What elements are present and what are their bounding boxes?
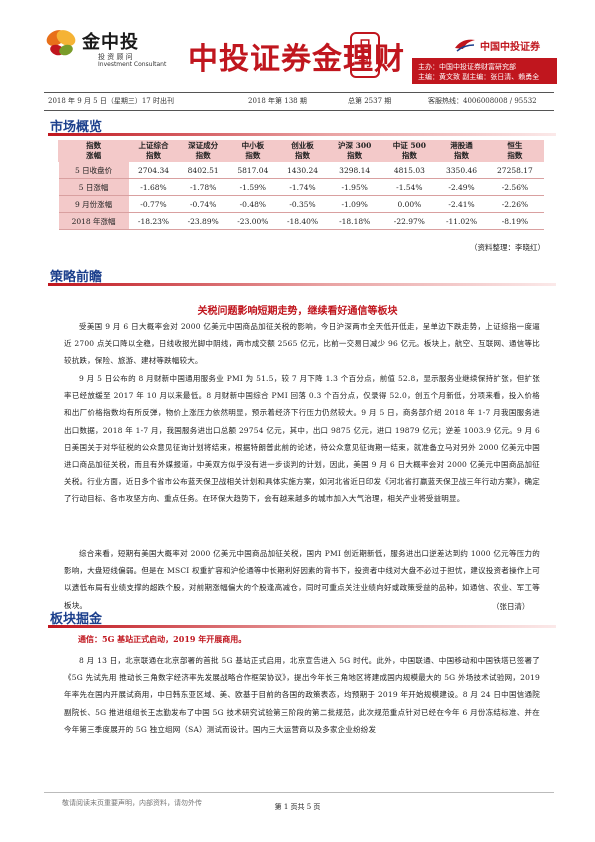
broker-logo: 中国中投证券 (454, 36, 550, 56)
table-cell: -1.74% (277, 178, 328, 196)
table-cell: -8.19% (486, 212, 544, 230)
col-header: 恒生 指数 (485, 140, 545, 162)
table-cell: 4815.03 (382, 161, 437, 179)
row-label: 9 月份涨幅 (58, 195, 129, 213)
table-cell: 3298.14 (327, 161, 383, 179)
broker-name: 中国中投证券 (480, 42, 540, 53)
logo-english: Investment Consultant (98, 61, 167, 68)
table-cell: -2.49% (436, 178, 487, 196)
service-hotline: 客服热线：4006008008 / 95532 (428, 97, 537, 105)
table-cell: -0.77% (128, 195, 179, 213)
table-cell: 5817.04 (228, 161, 278, 179)
author-signature: （张日清） (492, 602, 530, 611)
section-title-strategy: 策略前瞻 (50, 270, 103, 285)
table-cell: -1.68% (128, 178, 179, 196)
strategy-paragraph-2: 9 月 5 日公布的 8 月财新中国通用服务业 PMI 为 51.5，较 7 月… (64, 374, 540, 504)
table-cell: -1.95% (327, 178, 383, 196)
table-row: 5 日涨幅 -1.68% -1.78% -1.59% -1.74% -1.95% -1.54… (58, 178, 544, 196)
table-cell: -2.41% (436, 195, 487, 213)
row-label: 5 日收盘价 (58, 161, 129, 179)
col-header: 中小板 指数 (227, 140, 279, 162)
table-cell: -1.78% (178, 178, 228, 196)
header-rule-bottom (44, 110, 554, 111)
badge-char-2: 刊 (358, 55, 372, 70)
table-header-row: 指数 涨幅 上证综合 指数 深证成分 指数 中小板 指数 创业板 指数 沪深 300 指数 … (57, 140, 545, 162)
col-header: 上证综合 指数 (128, 140, 179, 162)
table-cell: -18.23% (128, 212, 179, 230)
footer-disclaimer: 敬请阅读末页重要声明，内部资料，请勿外传 (62, 799, 202, 807)
table-cell: -1.54% (382, 178, 437, 196)
table-cell: -1.09% (327, 195, 383, 213)
footer-rule (44, 792, 554, 793)
total-issue: 总第 2537 期 (348, 97, 392, 105)
col-header: 港股通 指数 (436, 140, 487, 162)
index-table: 指数 涨幅 上证综合 指数 深证成分 指数 中小板 指数 创业板 指数 沪深 300 指数 … (57, 140, 545, 230)
row-label: 5 日涨幅 (58, 178, 129, 196)
col-header: 创业板 指数 (277, 140, 328, 162)
row-label: 2018 年涨幅 (58, 212, 129, 230)
sector-subtitle: 通信：5G 基站正式启动，2019 年开展商用。 (78, 634, 247, 644)
table-cell: -0.35% (277, 195, 328, 213)
table-cell: -11.02% (436, 212, 487, 230)
table-cell: 3350.46 (436, 161, 487, 179)
table-cell: -23.00% (228, 212, 278, 230)
strategy-paragraph-1: 受美国 9 月 6 日大概率会对 2000 亿美元中国商品加征关税的影响，今日沪… (64, 322, 540, 366)
sector-paragraph: 8 月 13 日，北京联通在北京部署的首批 5G 基站正式启用，北京宣告进入 5… (64, 656, 540, 734)
table-row: 9 月份涨幅 -0.77% -0.74% -0.48% -0.35% -1.09% 0.00… (58, 195, 544, 213)
section-bar-strategy (48, 283, 556, 286)
table-cell: -0.48% (228, 195, 278, 213)
issue-number: 2018 年第 138 期 (248, 97, 307, 105)
publish-date: 2018 年 9 月 5 日（星期三）17 时出刊 (48, 97, 174, 105)
editor-banner: 主办：中国中投证券财富研究部 主编：黄文致 副主编：张日清、赖勇全 (412, 58, 557, 84)
strategy-paragraph-3: 综合来看，短期有美国大概率对 2000 亿美元中国商品加征关税，国内 PMI 创… (64, 549, 540, 610)
logo-name: 金中投 (82, 32, 139, 53)
banner-editors: 主编：黄文致 副主编：张日清、赖勇全 (418, 73, 540, 81)
table-cell: 0.00% (382, 195, 437, 213)
table-cell: -18.18% (327, 212, 383, 230)
table-cell: -0.74% (178, 195, 228, 213)
table-cell: 2704.34 (128, 161, 179, 179)
badge-char-1: 日 (358, 39, 372, 54)
section-bar-market (48, 133, 556, 136)
table-cell: -18.40% (277, 212, 328, 230)
section-title-sector: 板块掘金 (50, 612, 103, 627)
banner-host: 主办：中国中投证券财富研究部 (418, 63, 516, 71)
table-cell: 1430.24 (277, 161, 328, 179)
table-cell: -2.56% (486, 178, 544, 196)
publication-title: 中投证券金理财 (188, 42, 405, 77)
section-title-market: 市场概览 (50, 120, 103, 135)
broker-mark-icon (455, 39, 475, 52)
table-row: 5 日收盘价 2704.34 8402.51 5817.04 1430.24 3298.1… (58, 161, 544, 179)
article-title: 关税问题影响短期走势，继续看好通信等板块 (197, 306, 398, 317)
col-header: 中证 500 指数 (381, 140, 438, 162)
table-cell: -23.89% (178, 212, 228, 230)
table-row: 2018 年涨幅 -18.23% -23.89% -23.00% -18.40% -18.… (58, 212, 544, 230)
col-header: 沪深 300 指数 (326, 140, 383, 162)
col-header: 深证成分 指数 (177, 140, 229, 162)
table-cell: -22.97% (382, 212, 437, 230)
table-cell: 8402.51 (178, 161, 228, 179)
table-cell: -2.26% (486, 195, 544, 213)
header-rule-top (44, 92, 554, 93)
table-cell: -1.59% (228, 178, 278, 196)
data-source-note: （资料整理：李晓红） (470, 243, 545, 252)
butterfly-logo-icon (46, 30, 76, 56)
section-bar-sector (48, 625, 556, 628)
company-logo: 金中投 投 资 顾 问 Investment Consultant (44, 26, 174, 70)
daily-badge: 日 刊 (350, 32, 380, 78)
logo-subtitle: 投 资 顾 问 (98, 53, 133, 61)
table-cell: 27258.17 (486, 161, 544, 179)
col-header: 指数 涨幅 (57, 140, 130, 162)
page-number: 第 1 页共 5 页 (274, 803, 321, 811)
